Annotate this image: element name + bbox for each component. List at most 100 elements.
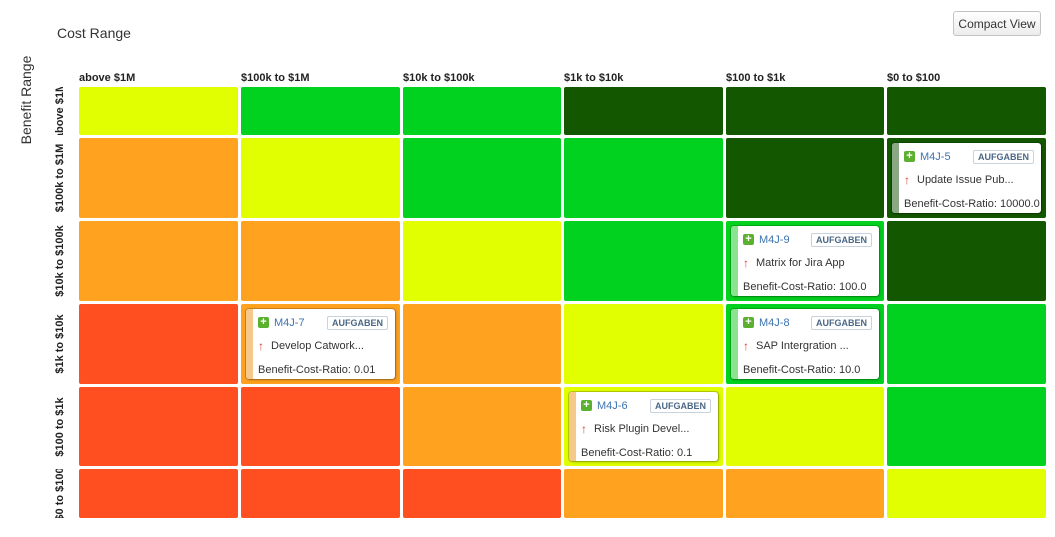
row-header-label: $100 to $1k — [54, 396, 66, 457]
issue-card-m4j-9[interactable]: + M4J-9 AUFGABEN ↑ Matrix for Jira App Benefi… — [731, 226, 879, 296]
status-badge: AUFGABEN — [811, 233, 872, 247]
matrix-cell[interactable] — [79, 469, 238, 518]
matrix-cell[interactable] — [241, 138, 400, 218]
row-header-label: $1k to $10k — [54, 314, 66, 374]
matrix-cell[interactable] — [79, 138, 238, 218]
row-header-5: $100 to $1k — [42, 387, 78, 466]
benefit-cost-ratio: Benefit-Cost-Ratio: 0.1 — [581, 447, 693, 459]
col-header-2: $100k to $1M — [241, 72, 310, 84]
cost-range-label: Cost Range — [57, 25, 131, 41]
arrow-up-icon: ↑ — [581, 422, 587, 436]
plus-icon: + — [258, 317, 269, 328]
row-header-1: above $1M — [42, 87, 78, 135]
card-header: + M4J-6 AUFGABEN — [581, 399, 711, 413]
row-header-3: $10k to $100k — [42, 221, 78, 301]
card-summary-row: ↑ Develop Catwork... — [258, 339, 388, 354]
plus-icon: + — [581, 400, 592, 411]
status-badge: AUFGABEN — [973, 150, 1034, 164]
row-header-label: $10k to $100k — [54, 225, 66, 297]
arrow-up-icon: ↑ — [743, 256, 749, 270]
col-header-1: above $1M — [79, 72, 136, 84]
matrix-cell[interactable] — [403, 387, 561, 466]
issue-key-link[interactable]: M4J-6 — [597, 400, 628, 412]
issue-summary: Risk Plugin Devel... — [594, 423, 690, 435]
matrix-cell[interactable] — [403, 87, 561, 135]
issue-key-link[interactable]: M4J-8 — [759, 317, 790, 329]
compact-view-button[interactable]: Compact View — [953, 11, 1041, 36]
matrix-cell[interactable] — [79, 304, 238, 384]
card-header: + M4J-5 AUFGABEN — [904, 150, 1034, 164]
plus-icon: + — [904, 151, 915, 162]
issue-key-link[interactable]: M4J-5 — [920, 151, 951, 163]
arrow-up-icon: ↑ — [743, 339, 749, 353]
card-color-stripe — [569, 392, 576, 461]
status-badge: AUFGABEN — [327, 316, 388, 330]
plus-icon: + — [743, 234, 754, 245]
issue-summary: Matrix for Jira App — [756, 257, 845, 269]
benefit-range-label: Benefit Range — [18, 55, 34, 145]
row-header-label: $100k to $1M — [54, 143, 66, 213]
matrix-cell[interactable] — [564, 138, 723, 218]
status-badge: AUFGABEN — [811, 316, 872, 330]
matrix-cell[interactable] — [79, 221, 238, 301]
row-header-label: $0 to $100 — [54, 469, 66, 518]
card-color-stripe — [731, 309, 738, 379]
matrix-cell[interactable] — [403, 304, 561, 384]
benefit-cost-ratio: Benefit-Cost-Ratio: 10.0 — [743, 364, 861, 376]
arrow-up-icon: ↑ — [258, 339, 264, 353]
issue-summary: Update Issue Pub... — [917, 174, 1014, 186]
issue-card-m4j-7[interactable]: + M4J-7 AUFGABEN ↑ Develop Catwork... Benefit… — [246, 309, 395, 379]
benefit-cost-ratio: Benefit-Cost-Ratio: 100.0 — [743, 281, 867, 293]
benefit-cost-ratio: Benefit-Cost-Ratio: 10000.0 — [904, 198, 1040, 210]
card-color-stripe — [892, 143, 899, 213]
arrow-up-icon: ↑ — [904, 173, 910, 187]
matrix-cell[interactable] — [887, 87, 1046, 135]
issue-summary: SAP Intergration ... — [756, 340, 849, 352]
matrix-cell[interactable] — [403, 469, 561, 518]
card-summary-row: ↑ Risk Plugin Devel... — [581, 422, 711, 437]
matrix-cell[interactable] — [241, 387, 400, 466]
matrix-cell[interactable] — [79, 387, 238, 466]
issue-key-link[interactable]: M4J-9 — [759, 234, 790, 246]
row-header-label: above $1M — [54, 87, 66, 135]
card-header: + M4J-9 AUFGABEN — [743, 233, 872, 247]
issue-summary: Develop Catwork... — [271, 340, 364, 352]
matrix-cell[interactable] — [887, 387, 1046, 466]
matrix-cell[interactable] — [564, 87, 723, 135]
matrix-cell[interactable] — [564, 469, 723, 518]
col-header-5: $100 to $1k — [726, 72, 786, 84]
plus-icon: + — [743, 317, 754, 328]
card-header: + M4J-7 AUFGABEN — [258, 316, 388, 330]
matrix-cell[interactable] — [887, 221, 1046, 301]
issue-key-link[interactable]: M4J-7 — [274, 317, 305, 329]
matrix-cell[interactable] — [79, 87, 238, 135]
issue-card-m4j-8[interactable]: + M4J-8 AUFGABEN ↑ SAP Intergration ... Benef… — [731, 309, 879, 379]
row-header-2: $100k to $1M — [42, 138, 78, 218]
matrix-cell[interactable] — [887, 469, 1046, 518]
matrix-cell[interactable] — [887, 304, 1046, 384]
row-header-6: $0 to $100 — [42, 469, 78, 518]
issue-card-m4j-5[interactable]: + M4J-5 AUFGABEN ↑ Update Issue Pub... Benefi… — [892, 143, 1041, 213]
matrix-cell[interactable] — [726, 387, 884, 466]
status-badge: AUFGABEN — [650, 399, 711, 413]
row-header-4: $1k to $10k — [42, 304, 78, 384]
matrix-cell[interactable] — [726, 138, 884, 218]
matrix-cell[interactable] — [241, 87, 400, 135]
issue-card-m4j-6[interactable]: + M4J-6 AUFGABEN ↑ Risk Plugin Devel... Benef… — [569, 392, 718, 461]
benefit-cost-ratio: Benefit-Cost-Ratio: 0.01 — [258, 364, 376, 376]
col-header-4: $1k to $10k — [564, 72, 624, 84]
card-color-stripe — [731, 226, 738, 296]
matrix-cell[interactable] — [241, 221, 400, 301]
card-summary-row: ↑ Update Issue Pub... — [904, 173, 1034, 188]
col-header-3: $10k to $100k — [403, 72, 475, 84]
matrix-cell[interactable] — [403, 138, 561, 218]
matrix-cell[interactable] — [403, 221, 561, 301]
matrix-cell[interactable] — [241, 469, 400, 518]
card-summary-row: ↑ SAP Intergration ... — [743, 339, 872, 354]
matrix-cell[interactable] — [564, 304, 723, 384]
col-header-6: $0 to $100 — [887, 72, 941, 84]
matrix-cell[interactable] — [564, 221, 723, 301]
card-color-stripe — [246, 309, 253, 379]
matrix-cell[interactable] — [726, 469, 884, 518]
matrix-cell[interactable] — [726, 87, 884, 135]
